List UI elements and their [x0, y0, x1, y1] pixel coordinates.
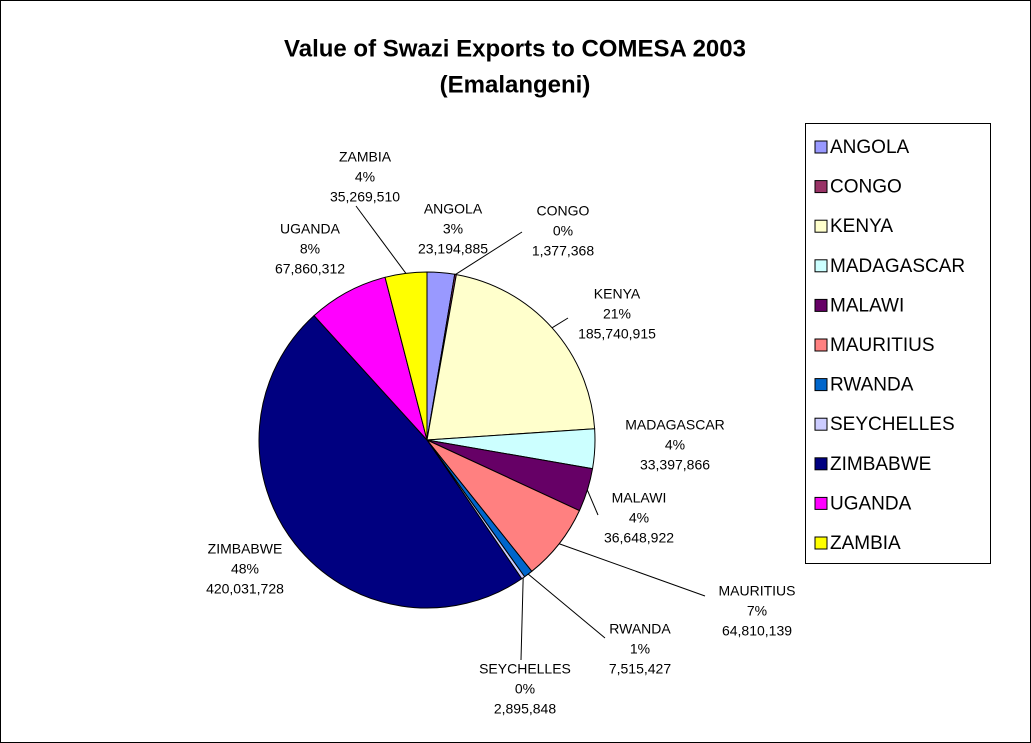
legend-swatch — [814, 219, 828, 233]
slice-label-name: MAURITIUS — [719, 583, 796, 599]
slice-label-percent: 3% — [443, 221, 463, 237]
slice-label-value: 33,397,866 — [640, 457, 710, 473]
legend-box — [805, 123, 991, 564]
leader-line — [520, 577, 524, 661]
slice-label-value: 420,031,728 — [206, 581, 284, 597]
legend-swatch — [814, 140, 828, 154]
slice-label-percent: 0% — [515, 681, 535, 697]
slice-label-name: CONGO — [537, 203, 590, 219]
legend-label: SEYCHELLES — [830, 414, 955, 435]
slice-label-percent: 4% — [355, 169, 375, 185]
legend-swatch — [814, 417, 828, 431]
slice-label-value: 23,194,885 — [418, 241, 488, 257]
legend-swatch — [814, 457, 828, 471]
leader-line — [551, 317, 569, 329]
slice-label-percent: 7% — [747, 603, 767, 619]
legend-swatch — [814, 338, 828, 352]
slice-label-value: 2,895,848 — [494, 701, 556, 717]
slice-label-name: MALAWI — [612, 490, 667, 506]
legend-swatch — [814, 259, 828, 273]
legend-label: UGANDA — [830, 493, 912, 514]
slice-label-percent: 1% — [630, 641, 650, 657]
legend-label: CONGO — [830, 177, 902, 198]
slice-label-percent: 0% — [553, 223, 573, 239]
pie-slice — [426, 274, 596, 441]
slice-label-percent: 8% — [300, 241, 320, 257]
slice-label-value: 64,810,139 — [722, 623, 792, 639]
legend-swatch — [814, 378, 828, 392]
slice-label-value: 36,648,922 — [604, 530, 674, 546]
pie-slice — [384, 271, 428, 441]
slice-label-value: 185,740,915 — [578, 326, 656, 342]
legend-label: MALAWI — [830, 295, 904, 316]
leader-line — [527, 573, 606, 639]
leader-line — [586, 489, 599, 516]
legend-swatch — [814, 180, 828, 194]
slice-label-percent: 48% — [231, 561, 259, 577]
slice-label-value: 1,377,368 — [532, 243, 594, 259]
leader-line — [455, 231, 523, 275]
legend-label: MAURITIUS — [830, 335, 935, 356]
legend-swatch — [814, 496, 828, 510]
legend-label: ZIMBABWE — [830, 454, 931, 475]
legend-label: KENYA — [830, 216, 893, 237]
leader-line — [355, 205, 407, 274]
chart-title: Value of Swazi Exports to COMESA 2003 — [284, 35, 746, 62]
slice-label-name: KENYA — [594, 286, 641, 302]
slice-label-name: ANGOLA — [424, 201, 483, 217]
slice-label-percent: 4% — [665, 437, 685, 453]
slice-label-name: SEYCHELLES — [479, 661, 571, 677]
slice-label-percent: 21% — [603, 306, 631, 322]
legend-label: MADAGASCAR — [830, 256, 965, 277]
chart-subtitle: (Emalangeni) — [440, 71, 591, 98]
pie-slice — [258, 314, 523, 609]
leader-line — [558, 543, 706, 597]
slice-label-value: 67,860,312 — [275, 261, 345, 277]
slice-label-percent: 4% — [629, 510, 649, 526]
legend-label: RWANDA — [830, 375, 914, 396]
slice-label-name: ZAMBIA — [339, 149, 392, 165]
legend-swatch — [814, 536, 828, 550]
slice-label-value: 7,515,427 — [609, 661, 671, 677]
slice-label-value: 35,269,510 — [330, 189, 400, 205]
slice-label-name: UGANDA — [280, 221, 341, 237]
legend-swatch — [814, 298, 828, 312]
slice-label-name: RWANDA — [609, 621, 671, 637]
slice-label-name: MADAGASCAR — [625, 417, 725, 433]
slice-label-name: ZIMBABWE — [208, 541, 283, 557]
legend-label: ANGOLA — [830, 137, 910, 158]
legend-label: ZAMBIA — [830, 533, 901, 554]
